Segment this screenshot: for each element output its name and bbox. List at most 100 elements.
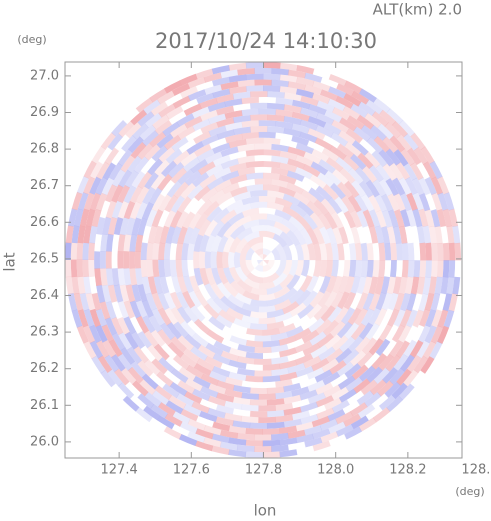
radar-cell	[398, 276, 408, 295]
radar-cell	[360, 242, 368, 261]
radar-cell	[272, 272, 288, 287]
radar-cell	[99, 250, 107, 269]
radar-cell	[372, 260, 380, 278]
radar-cell	[320, 305, 336, 322]
radar-cell	[204, 219, 218, 237]
radar-cell	[123, 185, 137, 204]
radar-cell	[336, 361, 354, 377]
y-tick-label: 27.0	[30, 68, 59, 83]
radar-cell	[162, 383, 180, 399]
radar-cell	[335, 95, 354, 109]
radar-cell	[152, 259, 160, 278]
radar-cell	[193, 267, 204, 286]
radar-cell	[220, 146, 239, 158]
radar-cell	[195, 68, 214, 80]
radar-cell	[65, 276, 74, 295]
radar-cell	[283, 116, 302, 126]
radar-cell	[254, 248, 264, 256]
radar-cell	[241, 96, 260, 105]
radar-cell	[324, 334, 342, 350]
radar-cell	[236, 367, 255, 377]
radar-cell	[96, 284, 106, 304]
radar-cell	[362, 209, 375, 228]
radar-cell	[419, 242, 427, 261]
radar-cell	[327, 305, 343, 323]
radar-cell	[180, 151, 198, 167]
radar-cell	[315, 395, 334, 408]
radar-cell	[210, 251, 218, 269]
radar-cell	[169, 381, 188, 397]
radar-cell	[237, 178, 256, 188]
radar-cell	[320, 198, 336, 215]
radar-cell	[194, 290, 209, 308]
radar-cell	[233, 191, 252, 203]
radar-cell	[236, 227, 253, 241]
radar-cell	[180, 408, 199, 422]
radar-cell	[234, 292, 252, 305]
radar-cell	[250, 299, 268, 307]
radar-cell	[176, 210, 189, 229]
radar-cell	[249, 422, 268, 429]
radar-cell	[325, 242, 333, 261]
radar-cell	[177, 226, 188, 245]
radar-cell	[425, 309, 437, 328]
radar-cell	[196, 357, 215, 372]
radar-cell	[318, 346, 336, 361]
radar-cell	[331, 243, 339, 261]
radar-cell	[312, 275, 325, 294]
radar-cell	[431, 192, 443, 211]
radar-cell	[83, 225, 92, 244]
radar-cell	[391, 382, 408, 400]
radar-cell	[142, 405, 161, 421]
radar-cell	[282, 244, 293, 261]
radar-cell	[254, 370, 272, 377]
radar-cell	[206, 297, 223, 314]
radar-cell	[169, 242, 178, 260]
radar-cell	[279, 86, 298, 95]
radar-cell	[191, 332, 209, 348]
radar-cell	[306, 275, 319, 293]
radar-cell	[249, 190, 268, 198]
radar-cell	[205, 267, 216, 286]
radar-cell	[184, 333, 202, 350]
radar-cell	[271, 79, 290, 88]
radar-cell	[220, 81, 239, 91]
radar-cell	[183, 226, 194, 245]
radar-cell	[286, 325, 304, 338]
radar-cell	[316, 407, 335, 420]
radar-cell	[179, 73, 198, 86]
radar-cell	[73, 292, 84, 312]
radar-cell	[168, 395, 187, 410]
radar-cell	[287, 350, 306, 362]
radar-cell	[197, 344, 216, 359]
x-tick-label: 128.0	[317, 463, 354, 478]
radar-cell	[121, 135, 137, 153]
radar-cell	[137, 171, 153, 189]
radar-cell	[163, 291, 176, 310]
radar-cell	[341, 307, 356, 325]
radar-cell	[79, 208, 90, 227]
radar-cell	[399, 309, 412, 328]
radar-cell	[279, 371, 298, 382]
radar-cell	[332, 107, 351, 121]
radar-cell	[436, 242, 444, 261]
radar-cell	[172, 411, 191, 425]
radar-cell	[105, 200, 117, 219]
radar-cell	[123, 251, 130, 269]
radar-cell	[182, 211, 196, 229]
radar-cell	[165, 400, 184, 415]
radar-cell	[331, 168, 349, 185]
radar-cell	[337, 210, 350, 229]
radar-cell	[266, 398, 285, 406]
radar-cell	[293, 191, 311, 206]
radar-cell	[282, 314, 301, 327]
radar-cell	[422, 161, 437, 180]
radar-cell	[71, 225, 80, 244]
radar-cell	[294, 166, 313, 180]
radar-cell	[114, 368, 130, 386]
radar-cell	[111, 383, 128, 401]
radar-cell	[245, 149, 264, 157]
radar-cell	[111, 233, 120, 252]
radar-cell	[387, 193, 400, 212]
